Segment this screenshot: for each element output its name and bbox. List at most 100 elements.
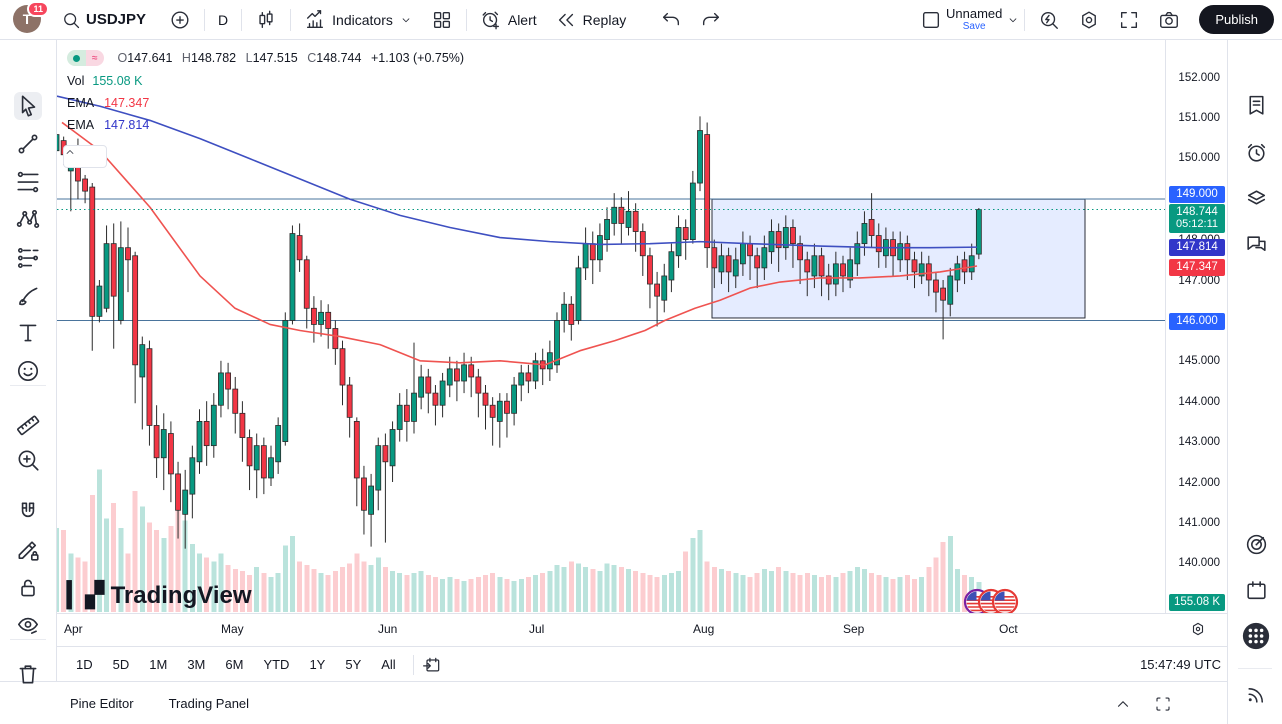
trash-icon [15, 661, 41, 687]
alarm-icon [1244, 140, 1269, 165]
svg-text:▎▞ TradingView: ▎▞ TradingView [66, 580, 252, 610]
interval-label: D [218, 11, 229, 28]
go-to-date-icon[interactable] [422, 655, 442, 675]
magnet-mode[interactable] [14, 498, 42, 526]
chat-icon [1244, 232, 1269, 257]
watchlist-panel[interactable] [1242, 91, 1270, 119]
range-1y[interactable]: 1Y [309, 657, 326, 672]
clock-utc[interactable]: 15:47:49 UTC [1140, 657, 1221, 672]
fullscreen-icon [1118, 9, 1140, 31]
ema-legend-2[interactable]: EMA 147.814 [67, 118, 150, 132]
range-6m[interactable]: 6M [225, 657, 244, 672]
data-source-pill[interactable]: ≈ [67, 50, 104, 66]
tab-pine-editor[interactable]: Pine Editor [70, 696, 134, 711]
search-icon [61, 10, 81, 30]
panel-expand-icon[interactable] [1154, 695, 1172, 713]
chart-style-button[interactable] [246, 0, 286, 39]
emoji-tool[interactable] [14, 357, 42, 385]
layers-icon [1244, 185, 1269, 210]
price-badge: 149.000 [1169, 186, 1225, 203]
time-axis-month-label: May [221, 622, 244, 636]
lock-all-drawings[interactable] [14, 574, 42, 602]
emoji-icon [15, 358, 41, 384]
publish-button[interactable]: Publish [1199, 5, 1274, 34]
axis-settings-gear-icon[interactable] [1189, 620, 1207, 638]
alert-button[interactable]: Alert [471, 0, 546, 39]
xabcd-icon [15, 206, 41, 232]
ema-line-EMA-blue[interactable] [57, 95, 978, 249]
replay-button[interactable]: Replay [546, 0, 636, 39]
pattern-tool[interactable] [14, 205, 42, 233]
chat-panel[interactable] [1242, 230, 1270, 258]
indicators-button[interactable]: Indicators [295, 0, 422, 39]
ema-line-EMA-red[interactable] [61, 121, 978, 366]
price-tick: 141.000 [1178, 517, 1220, 529]
range-ytd[interactable]: YTD [263, 657, 290, 672]
price-badge: 147.814 [1169, 239, 1225, 256]
brush-tool[interactable] [14, 282, 42, 310]
compare-add-button[interactable] [160, 0, 200, 39]
undo-icon [660, 9, 682, 31]
price-tick: 145.000 [1178, 355, 1220, 367]
time-axis-month-label: Apr [64, 622, 83, 636]
cursor-tool[interactable] [14, 92, 42, 120]
streams-panel[interactable] [1242, 679, 1270, 707]
range-1d[interactable]: 1D [76, 657, 93, 672]
fib-retracement-tool[interactable] [14, 168, 42, 196]
sidebar-divider [1238, 668, 1272, 669]
prediction-tool[interactable] [14, 244, 42, 272]
user-menu-button[interactable]: T 11 [13, 0, 49, 35]
legend-collapse-button[interactable] [63, 145, 107, 168]
redo-button[interactable] [691, 0, 731, 39]
chevron-down-icon[interactable] [1006, 13, 1020, 27]
range-all[interactable]: All [381, 657, 396, 672]
tradingview-logo[interactable]: ▎▞ TradingView [66, 580, 252, 610]
gear-icon [1078, 9, 1100, 31]
range-3m[interactable]: 3M [187, 657, 206, 672]
range-5d[interactable]: 5D [112, 657, 130, 672]
quick-search-button[interactable] [1029, 0, 1069, 39]
indicators-label: Indicators [332, 11, 393, 28]
layout-name-button[interactable]: Unnamed Save [946, 6, 1002, 33]
symbol-search-button[interactable]: USDJPY [61, 10, 146, 30]
object-tree-panel[interactable] [1242, 183, 1270, 211]
layout-square-icon[interactable] [920, 9, 942, 31]
save-link[interactable]: Save [962, 21, 986, 33]
ema-value-2: 147.814 [104, 118, 150, 132]
volume-legend[interactable]: Vol 155.08 K [67, 74, 143, 88]
snapshot-button[interactable] [1149, 0, 1189, 39]
range-1m[interactable]: 1M [149, 657, 168, 672]
cursor-icon [15, 93, 41, 119]
hotlists-panel[interactable] [1242, 530, 1270, 558]
calendar-panel[interactable] [1242, 576, 1270, 604]
chart-pane[interactable]: ▎▞ TradingView ≈ O147.641 H148.782 L147.… [57, 39, 1165, 613]
alerts-panel[interactable] [1242, 138, 1270, 166]
fullscreen-button[interactable] [1109, 0, 1149, 39]
layout-templates-button[interactable] [422, 0, 462, 39]
price-badge: 155.08 K [1169, 594, 1225, 611]
remove-drawings[interactable] [14, 660, 42, 688]
drawing-mode-lock[interactable] [14, 536, 42, 564]
measure-tool[interactable] [14, 409, 42, 437]
interval-button[interactable]: D [209, 0, 237, 39]
economic-event-flags[interactable] [963, 588, 1019, 613]
alert-label: Alert [507, 11, 537, 28]
tab-trading-panel[interactable]: Trading Panel [168, 696, 250, 711]
replay-label: Replay [582, 11, 627, 28]
symbol-name: USDJPY [86, 11, 147, 28]
price-badge: 146.000 [1169, 313, 1225, 330]
candlestick-chart[interactable]: ▎▞ TradingView [57, 39, 1165, 613]
range-5y[interactable]: 5Y [345, 657, 362, 672]
time-axis[interactable]: Apr May Jun Jul Aug Sep Oct [57, 613, 1227, 647]
zoom-in-tool[interactable] [14, 446, 42, 474]
ema-legend-1[interactable]: EMA 147.347 [67, 96, 150, 110]
price-axis[interactable]: 152.000151.000150.000148.000147.000145.0… [1165, 39, 1228, 613]
undo-button[interactable] [651, 0, 691, 39]
trendline-tool[interactable] [14, 130, 42, 158]
text-tool[interactable] [14, 319, 42, 347]
panel-chevron-up-icon[interactable] [1114, 695, 1132, 713]
apps-menu[interactable] [1242, 622, 1270, 650]
right-sidebar [1227, 39, 1282, 724]
settings-button[interactable] [1069, 0, 1109, 39]
hide-drawings[interactable] [14, 611, 42, 639]
